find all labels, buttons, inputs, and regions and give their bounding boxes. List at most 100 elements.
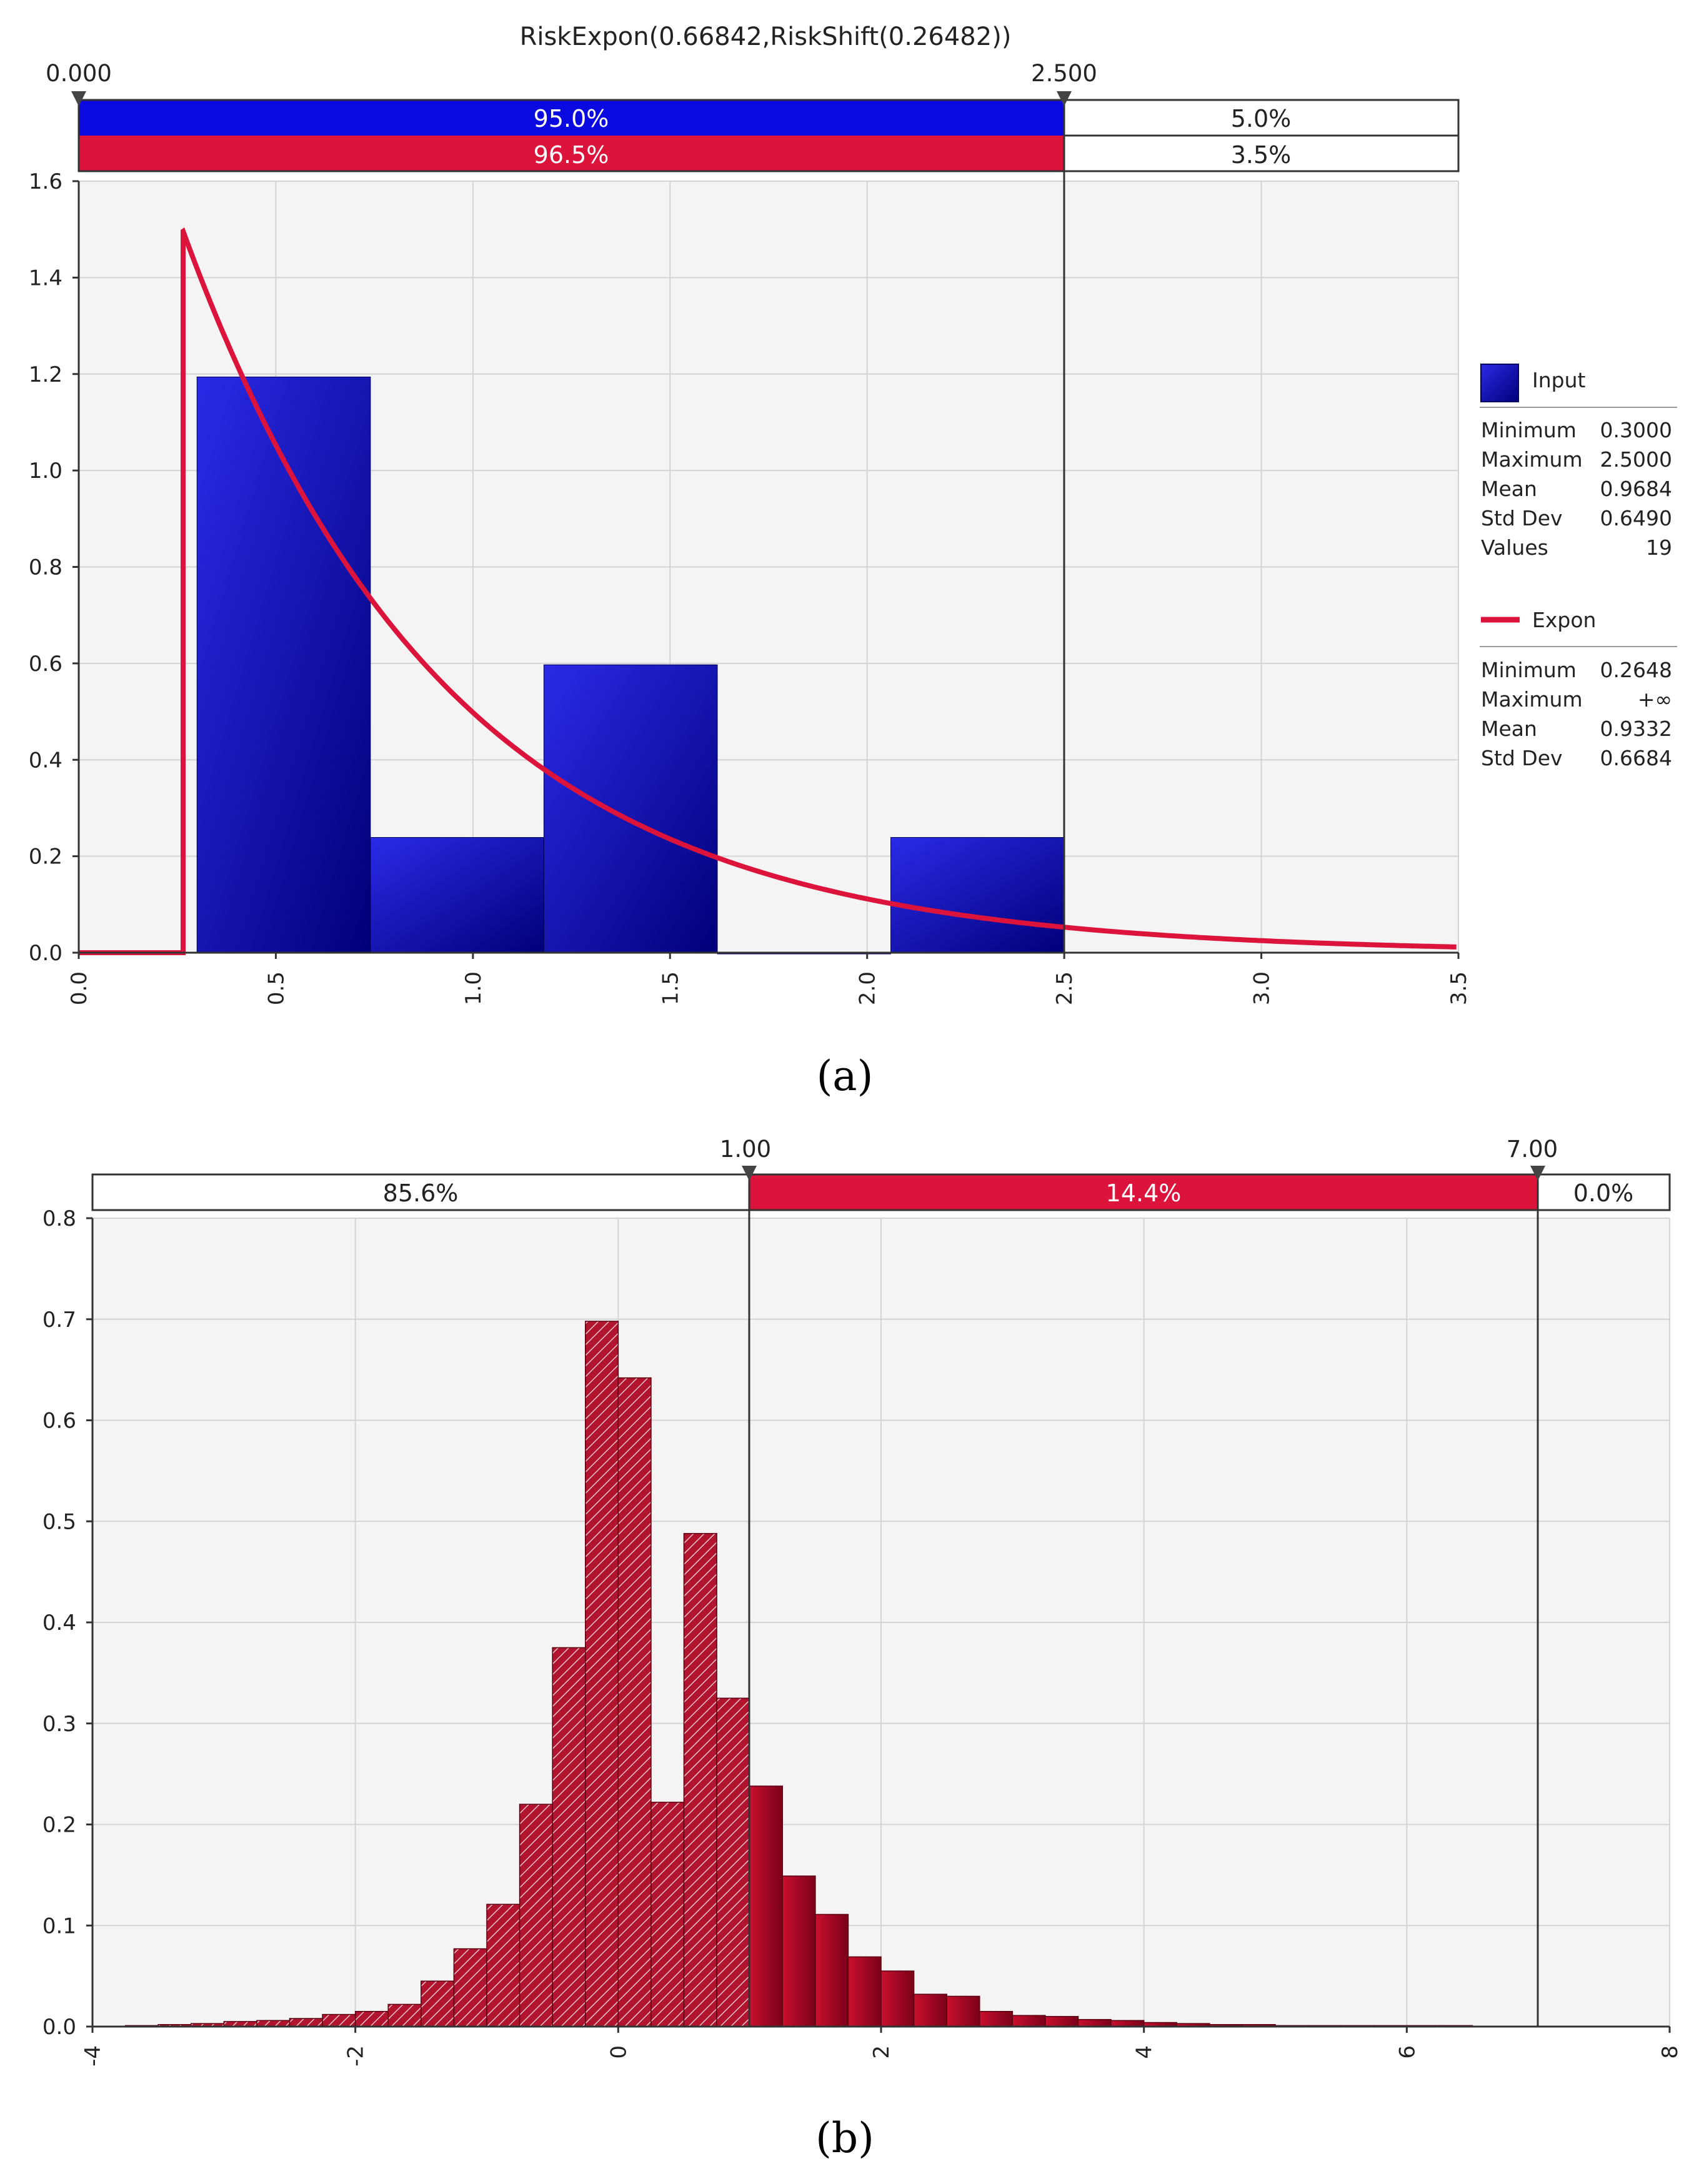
chart-b-xtick-label: 4 <box>1132 2045 1157 2059</box>
chart-b-marker-handle-2[interactable] <box>1530 1166 1545 1181</box>
chart-b-bar <box>519 1804 553 2027</box>
chart-a-left-marker-handle[interactable] <box>71 91 86 106</box>
chart-b-histogram <box>124 1321 1473 2027</box>
chart-b-bar <box>1012 2015 1046 2027</box>
chart-b-xtick-label: -2 <box>344 2045 369 2067</box>
chart-b-pbar-left <box>91 1173 750 1211</box>
chart-a-xtick-label: 3.0 <box>1250 971 1275 1005</box>
chart-a-ytick-label: 1.6 <box>29 169 62 194</box>
chart-a-ytick-label: 0.0 <box>29 941 62 966</box>
chart-b-bar <box>552 1647 586 2027</box>
chart-b-bar <box>716 1697 750 2027</box>
legend-input-stat-value: 0.3000 <box>1600 418 1672 442</box>
chart-b-marker-label-1: 1.00 <box>720 1136 771 1163</box>
chart-a-right-marker-label: 2.500 <box>1031 60 1097 87</box>
chart-b-bar <box>847 1956 882 2027</box>
chart-a-bar <box>543 664 718 953</box>
chart-b-bar <box>289 2018 323 2027</box>
chart-a-x-ticks: 0.0 0.5 1.0 1.5 2.0 2.5 3.0 3.5 <box>67 953 1472 1005</box>
legend-expon-stat-label: Mean <box>1481 717 1537 741</box>
legend-expon-name: Expon <box>1532 608 1596 632</box>
chart-b-ytick-label: 0.6 <box>42 1409 76 1434</box>
chart-b-ytick-label: 0.4 <box>42 1611 76 1636</box>
chart-b-bar <box>585 1321 619 2027</box>
chart-b-pbar-middle <box>748 1173 1539 1211</box>
chart-b-bar <box>453 1948 487 2027</box>
chart-a-expon-curve <box>79 227 1457 955</box>
chart-b-ytick-label: 0.7 <box>42 1308 76 1333</box>
chart-b-marker-handle-1[interactable] <box>742 1166 757 1181</box>
chart-a-bar <box>890 837 1065 953</box>
chart-a-pbar1-left-label: 95.0% <box>534 105 609 132</box>
chart-b-xtick-label: 0 <box>606 2045 631 2059</box>
chart-a-pbar1-right-label: 5.0% <box>1231 105 1292 132</box>
legend-input-stat-value: 0.6490 <box>1600 506 1672 530</box>
chart-a-pbar-frame <box>77 99 1460 172</box>
chart-a-pbar2-left <box>79 136 1064 171</box>
chart-a-pbar1-right <box>1063 99 1460 137</box>
chart-b-bar <box>617 1377 652 2027</box>
legend-expon-stat-value: 0.2648 <box>1600 658 1672 682</box>
chart-a-histogram <box>196 376 1065 955</box>
legend-input-stat-value: 19 <box>1646 535 1672 560</box>
legend-expon-stat-label: Maximum <box>1481 687 1583 712</box>
panel-a-caption: (a) <box>817 1052 874 1100</box>
chart-b-xtick-label: 6 <box>1395 2045 1420 2059</box>
chart-b-bar <box>1045 2016 1079 2027</box>
chart-a-right-marker-handle[interactable] <box>1057 91 1072 106</box>
legend-expon-stat-value: 0.6684 <box>1600 746 1672 770</box>
chart-b-marker-label-2: 7.00 <box>1507 1136 1558 1163</box>
chart-b-ytick-label: 0.3 <box>42 1712 76 1737</box>
chart-b-bar <box>322 2013 356 2027</box>
chart-b-bar <box>1077 2018 1112 2027</box>
legend-input-stat-label: Mean <box>1481 477 1537 501</box>
chart-b-pbar-middle-label: 14.4% <box>1106 1179 1182 1207</box>
chart-b-ytick-label: 0.8 <box>42 1206 76 1231</box>
chart-a-ytick-label: 1.2 <box>29 362 62 387</box>
chart-b-xtick-label: -4 <box>81 2045 106 2067</box>
chart-a-probability-bars: 95.0% 5.0% 96.5% 3.5% <box>77 99 1460 172</box>
legend-expon-stat-label: Minimum <box>1481 658 1577 682</box>
legend-input-stat-value: 0.9684 <box>1600 477 1672 501</box>
chart-b-bar <box>650 1802 685 2027</box>
chart-b-xtick-label: 8 <box>1658 2045 1683 2059</box>
chart-b-bar <box>683 1532 717 2027</box>
chart-a-y-ticks: 0.0 0.2 0.4 0.6 0.8 1.0 1.2 1.4 1.6 <box>29 169 79 966</box>
legend-input-swatch <box>1480 364 1519 402</box>
panel-b-caption: (b) <box>815 2114 874 2162</box>
chart-a-pbar1-left <box>79 100 1064 136</box>
legend-input-name: Input <box>1532 368 1586 392</box>
chart-b-probability-bar: 85.6% 14.4% 0.0% <box>91 1173 1671 1211</box>
chart-b-xtick-label: 2 <box>869 2045 894 2059</box>
chart-b-bar <box>486 1904 521 2027</box>
chart-a-pbar2-left-label: 96.5% <box>534 141 609 169</box>
chart-a-xtick-label: 0.0 <box>67 971 92 1005</box>
chart-b-bar <box>880 1970 915 2027</box>
chart-a-pbar2-right-label: 3.5% <box>1231 141 1292 169</box>
chart-b-ytick-label: 0.5 <box>42 1509 76 1534</box>
chart-a-xtick-label: 1.0 <box>461 971 486 1005</box>
chart-a-xtick-label: 2.0 <box>855 971 880 1005</box>
chart-b-pbar-right-label: 0.0% <box>1573 1179 1634 1207</box>
chart-a-ytick-label: 1.4 <box>29 266 62 290</box>
legend-input-stat-label: Std Dev <box>1481 506 1563 530</box>
chart-a-bar <box>196 376 371 953</box>
chart-b-bar <box>815 1913 849 2027</box>
legend-input-stat-label: Minimum <box>1481 418 1577 442</box>
chart-b-pbar-right <box>1537 1173 1671 1211</box>
chart-b-bar <box>749 1785 783 2027</box>
chart-a-legend: Input Minimum 0.3000 Maximum 2.5000 Mean… <box>1480 364 1677 770</box>
chart-b-markers: 1.00 7.00 <box>720 1136 1558 2027</box>
chart-a-bar <box>370 837 544 953</box>
panel-b: 0.0 0.1 0.2 0.3 0.4 0.5 0.6 0.7 0.8 -4 -2 0 2 4 6 8 85… <box>42 1136 1683 2162</box>
legend-expon-stat-label: Std Dev <box>1481 746 1563 770</box>
chart-a-left-marker-label: 0.000 <box>46 60 112 87</box>
chart-b-bar <box>421 1980 455 2027</box>
legend-input-stat-label: Values <box>1481 535 1548 560</box>
chart-b-bar <box>913 1993 947 2027</box>
chart-a-xtick-label: 2.5 <box>1052 971 1077 1005</box>
chart-b-ytick-label: 0.0 <box>42 2015 76 2040</box>
panel-a: RiskExpon(0.66842,RiskShift(0.26482)) 0.… <box>29 22 1677 1100</box>
chart-b-bar <box>354 2010 389 2027</box>
chart-b-bar <box>782 1875 816 2027</box>
